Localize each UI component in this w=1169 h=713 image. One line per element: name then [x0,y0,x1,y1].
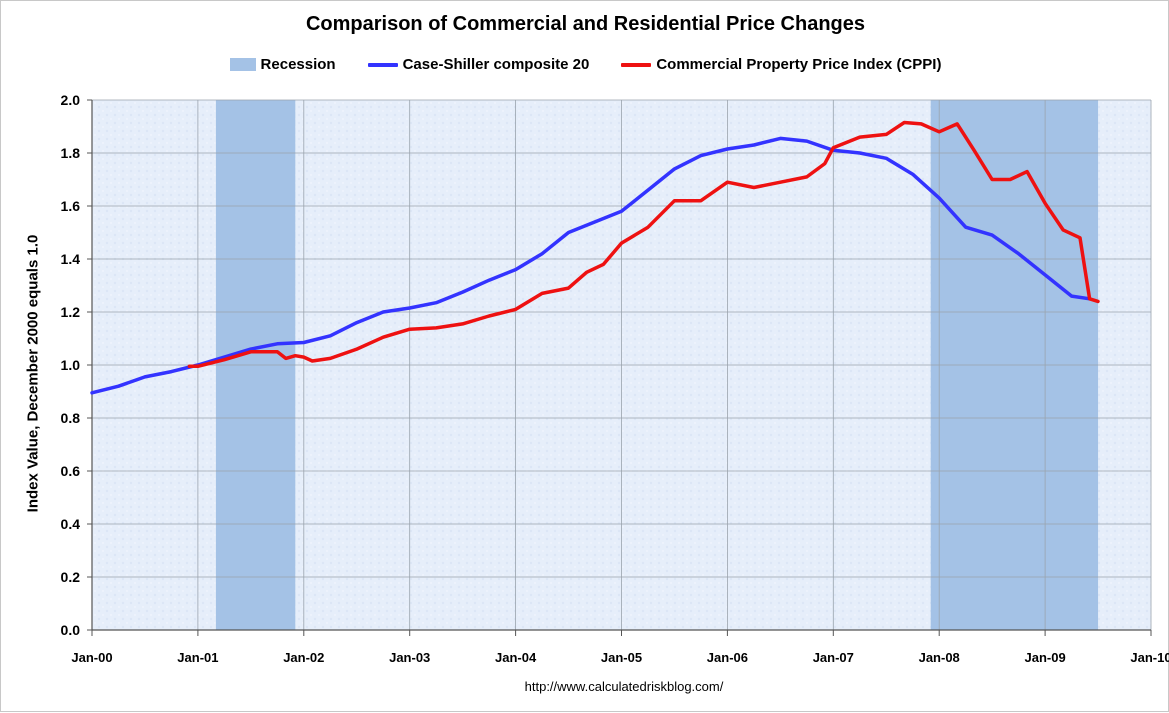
series-line-cppi [187,120,1100,369]
x-tick-label: Jan-05 [601,650,642,665]
legend-label-case-shiller: Case-Shiller composite 20 [402,56,590,73]
y-tick-label: 2.0 [61,92,81,108]
legend-swatch-recession [229,58,256,71]
legend-swatch-case-shiller [367,62,398,67]
legend-entry-case-shiller: Case-Shiller composite 20 [367,56,590,73]
source-url: http://www.calculatedriskblog.com/ [524,679,724,694]
y-tick-label: 0.8 [61,410,81,426]
x-tick-label: Jan-07 [813,650,854,665]
x-tick-label: Jan-06 [707,650,748,665]
y-tick-label: 1.6 [61,198,81,214]
legend-entry-recession: Recession [229,56,336,73]
chart-title: Comparison of Commercial and Residential… [305,13,866,35]
y-tick-label: 0.2 [61,569,81,585]
legend-label-recession: Recession [260,56,336,73]
x-tick-label: Jan-08 [919,650,960,665]
x-tick-label: Jan-02 [283,650,324,665]
legend: Recession Case-Shiller composite 20 Comm… [1,56,1169,73]
x-tick-label: Jan-09 [1024,650,1065,665]
y-tick-label: 0.4 [61,516,81,532]
x-tick-label: Jan-01 [177,650,218,665]
legend-entry-cppi: Commercial Property Price Index (CPPI) [621,56,941,73]
y-tick-label: 1.2 [61,304,81,320]
legend-label-cppi: Commercial Property Price Index (CPPI) [656,56,942,73]
y-tick-label: 1.8 [61,145,81,161]
y-tick-label: 1.0 [61,357,81,373]
y-tick-label: 1.4 [61,251,81,267]
x-tick-label: Jan-04 [495,650,537,665]
y-tick-label: 0.6 [61,463,81,479]
x-tick-label: Jan-00 [71,650,112,665]
series-line-case-shiller [90,136,1092,395]
x-tick-label: Jan-03 [389,650,430,665]
legend-swatch-cppi [621,62,652,67]
x-tick-label: Jan-10 [1130,650,1169,665]
y-tick-label: 0.0 [61,622,81,638]
